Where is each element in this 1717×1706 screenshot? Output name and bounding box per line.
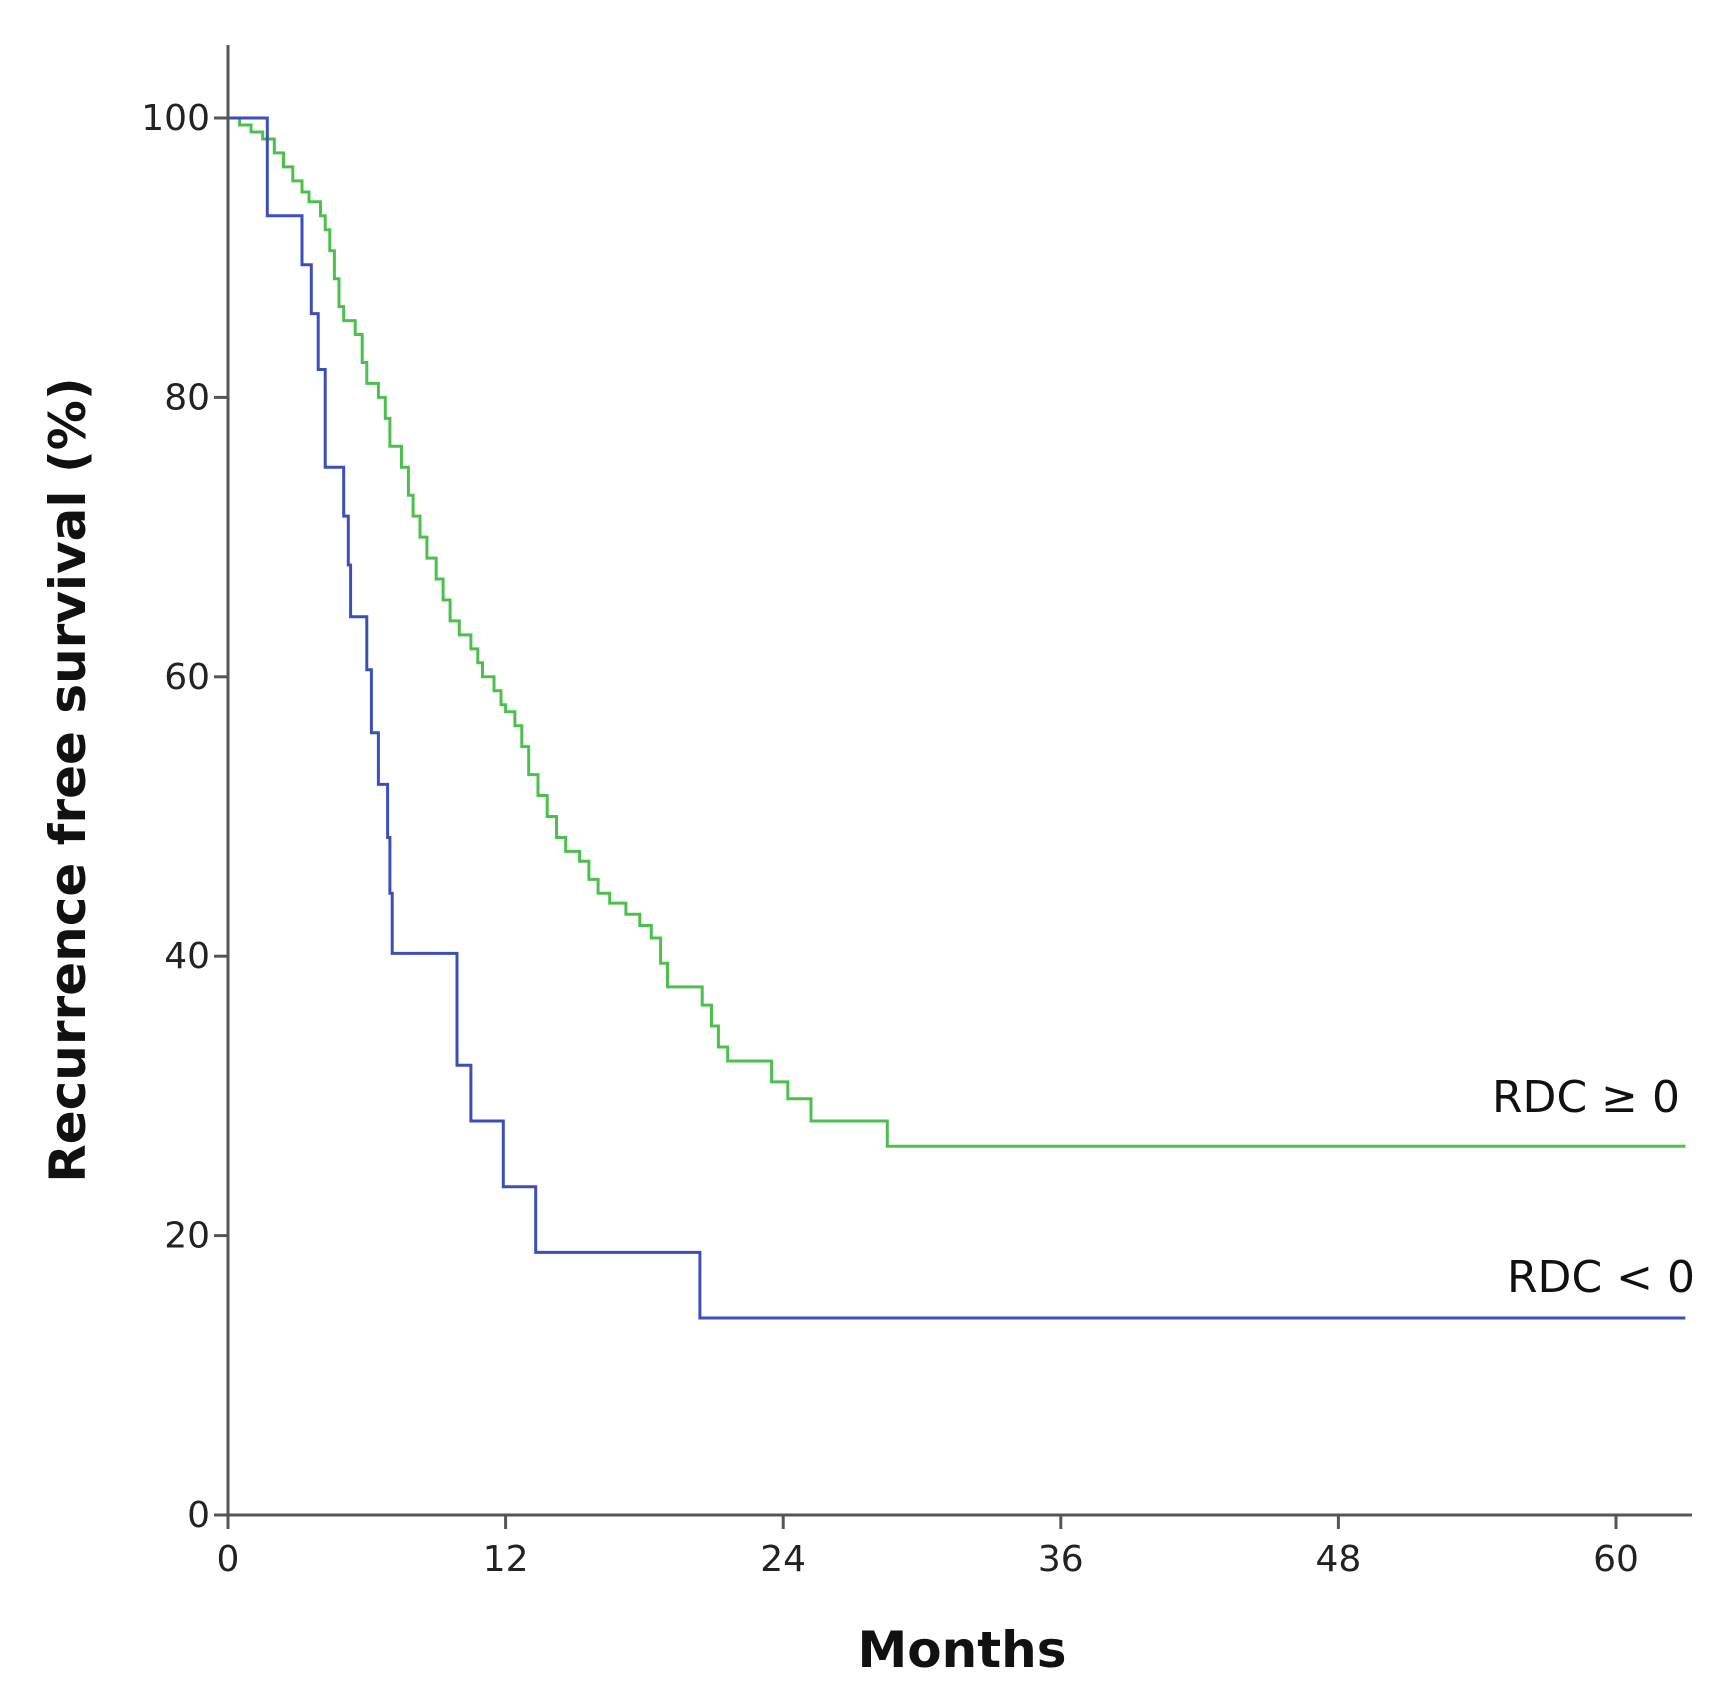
ticks-layer: 0 20 40 60 80 100 0 12 24 36 48 60	[141, 98, 1639, 1580]
x-tick-label: 24	[760, 1539, 806, 1580]
y-tick-label: 40	[164, 936, 210, 977]
x-tick-label: 12	[483, 1539, 529, 1580]
y-tick-label: 20	[164, 1216, 210, 1257]
x-tick-label: 60	[1593, 1539, 1639, 1580]
y-tick-label: 60	[164, 657, 210, 698]
series-line-rdc-lt-0	[228, 116, 1686, 1320]
x-tick-label: 48	[1315, 1539, 1361, 1580]
y-tick-label: 0	[187, 1495, 210, 1536]
series-label-rdc-lt-0: RDC < 0	[1507, 1252, 1695, 1303]
series-line-rdc-ge-0	[228, 116, 1686, 1148]
x-axis-title: Months	[858, 1621, 1067, 1679]
series-label-rdc-ge-0: RDC ≥ 0	[1492, 1072, 1680, 1123]
x-tick-label: 0	[217, 1539, 240, 1580]
x-tick-label: 36	[1038, 1539, 1084, 1580]
y-tick-label: 80	[164, 377, 210, 418]
series-layer	[228, 116, 1686, 1320]
y-tick-label: 100	[141, 98, 210, 139]
y-axis-title: Recurrence free survival (%)	[39, 377, 97, 1183]
